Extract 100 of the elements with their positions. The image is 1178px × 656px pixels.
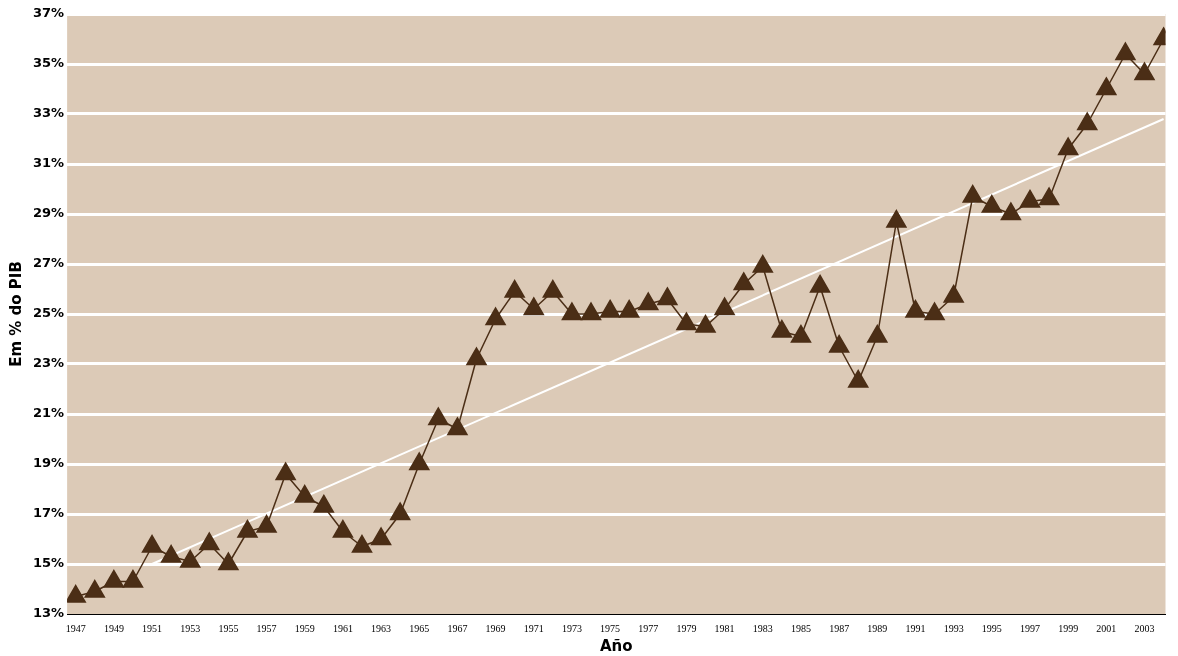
x-tick-label: 1971 [523, 622, 544, 634]
point [1019, 189, 1041, 208]
point [695, 314, 716, 333]
x-tick-label: 1949 [103, 622, 124, 634]
y-tick-label: 15% [32, 555, 65, 571]
x-tick-label: 1991 [905, 622, 926, 634]
point [256, 514, 277, 533]
point [408, 452, 430, 471]
point [485, 307, 506, 326]
point [580, 302, 602, 321]
point [943, 284, 964, 303]
y-tick-label: 33% [32, 105, 65, 121]
x-tick-label: 1955 [218, 622, 239, 634]
x-tick-label: 1973 [561, 622, 582, 634]
point [370, 527, 392, 546]
point [313, 494, 335, 513]
point [561, 302, 583, 321]
x-tick-label: 1981 [714, 622, 735, 634]
point [122, 569, 144, 588]
point [638, 292, 659, 311]
point [733, 272, 754, 291]
x-tick-label: 1951 [142, 622, 163, 634]
x-axis-title: Año [600, 636, 633, 655]
x-tick-label: 1985 [790, 622, 811, 634]
point [1057, 137, 1079, 156]
point [657, 287, 678, 306]
x-tick-label: 1967 [447, 622, 468, 634]
point [542, 279, 564, 298]
point [752, 254, 774, 273]
point [141, 534, 163, 553]
point [237, 519, 258, 538]
x-tick-label: 1979 [676, 622, 697, 634]
x-tick-label: 1977 [638, 622, 659, 634]
point [1076, 112, 1098, 131]
point [1134, 62, 1155, 81]
x-tick-label: 1969 [485, 622, 506, 634]
x-tick-label: 1965 [409, 622, 430, 634]
point [218, 552, 239, 571]
point [294, 484, 316, 503]
y-tick-label: 35% [32, 55, 65, 71]
point [867, 324, 888, 343]
x-tick-label: 2003 [1134, 622, 1155, 634]
y-tick-label: 25% [32, 305, 65, 321]
x-tick-label: 1975 [600, 622, 621, 634]
y-tick-label: 17% [32, 505, 65, 521]
point [771, 319, 793, 338]
y-tick-label: 37% [32, 5, 65, 21]
point [275, 462, 296, 481]
y-tick-label: 29% [32, 205, 65, 221]
point [676, 312, 697, 331]
x-tick-label: 1953 [180, 622, 201, 634]
point [847, 369, 869, 388]
point [351, 534, 373, 553]
x-tick-label: 1961 [332, 622, 353, 634]
point [618, 299, 640, 318]
point [714, 297, 735, 316]
point [523, 297, 545, 316]
point [981, 194, 1003, 213]
x-tick-label: 1999 [1058, 622, 1079, 634]
x-tick-label: 2001 [1096, 622, 1117, 634]
point [905, 299, 926, 318]
y-tick-label: 31% [32, 155, 65, 171]
x-tick-label: 1989 [867, 622, 888, 634]
point [84, 579, 106, 598]
point [924, 302, 945, 321]
point [1115, 42, 1136, 61]
x-tick-label: 1993 [943, 622, 964, 634]
y-tick-label: 13% [32, 605, 65, 621]
point [179, 549, 201, 568]
point [389, 502, 411, 521]
point [466, 347, 487, 366]
x-tick-label: 1963 [371, 622, 392, 634]
x-tick-label: 1987 [829, 622, 850, 634]
point [103, 569, 125, 588]
x-tick-label: 1957 [256, 622, 277, 634]
point [1096, 77, 1117, 96]
point [1038, 187, 1060, 206]
x-tick-label: 1959 [294, 622, 315, 634]
y-tick-label: 27% [32, 255, 65, 271]
point [1000, 202, 1022, 221]
point [962, 184, 984, 203]
point [809, 274, 831, 293]
point [199, 532, 220, 551]
x-tick-label: 1997 [1019, 622, 1040, 634]
point [428, 407, 449, 426]
x-tick-label: 1995 [981, 622, 1002, 634]
point [332, 519, 354, 538]
point [447, 417, 468, 436]
x-tick-label: 1947 [65, 622, 86, 634]
point [160, 544, 182, 563]
y-tick-label: 19% [32, 455, 65, 471]
y-tick-label: 21% [32, 405, 65, 421]
point [599, 299, 621, 318]
point [790, 324, 812, 343]
point [504, 279, 525, 298]
point [828, 334, 850, 353]
y-tick-label: 23% [32, 355, 65, 371]
point [886, 209, 907, 228]
y-axis-title: Em % do PIB [6, 261, 25, 367]
x-tick-label: 1983 [752, 622, 773, 634]
